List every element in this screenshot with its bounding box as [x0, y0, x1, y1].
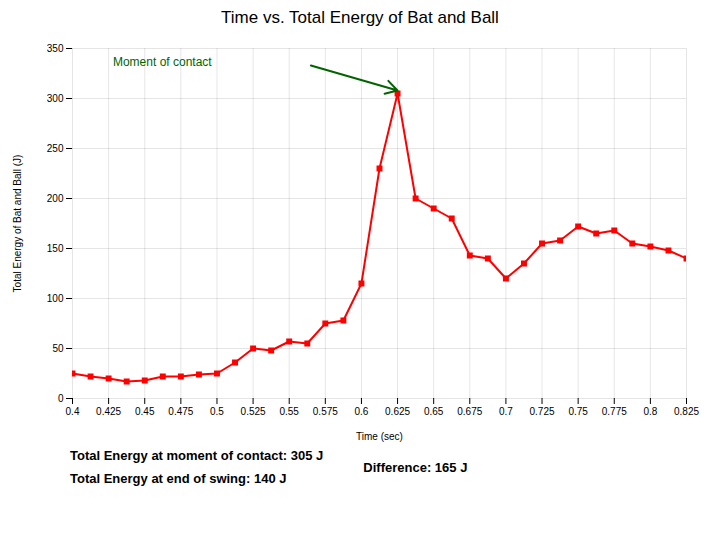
html-text:Difference: 165 J: Difference: 165 J: [363, 459, 468, 475]
html-text:Time vs. Total Energy of Bat a: Time vs. Total Energy of Bat and Ball: [221, 8, 499, 27]
svg-text:0.7: 0.7: [499, 406, 513, 417]
svg-text:0.825: 0.825: [674, 406, 699, 417]
svg-text:50: 50: [52, 343, 64, 354]
html-text:Total Energy at end of swing:: Total Energy at end of swing: 140 J: [70, 471, 287, 486]
svg-text:0: 0: [58, 393, 64, 404]
svg-text:Time (sec): Time (sec): [356, 431, 403, 442]
svg-text:0.725: 0.725: [530, 406, 555, 417]
svg-text:250: 250: [47, 143, 64, 154]
svg-text:300: 300: [47, 93, 64, 104]
svg-text:0.675: 0.675: [457, 406, 482, 417]
svg-text:0.525: 0.525: [241, 406, 266, 417]
html-text:Total Energy at moment of cont: Total Energy at moment of contact: 305 J: [70, 448, 324, 463]
svg-text:0.55: 0.55: [279, 406, 299, 417]
svg-text:Moment of contact: Moment of contact: [113, 55, 212, 69]
svg-text:100: 100: [47, 293, 64, 304]
svg-text:200: 200: [47, 193, 64, 204]
svg-text:Total Energy of Bat and Ball (: Total Energy of Bat and Ball (J): [12, 155, 23, 293]
svg-text:0.5: 0.5: [210, 406, 224, 417]
svg-text:0.4: 0.4: [66, 406, 80, 417]
svg-text:0.45: 0.45: [135, 406, 155, 417]
svg-text:0.475: 0.475: [168, 406, 193, 417]
svg-text:350: 350: [47, 43, 64, 54]
svg-text:0.75: 0.75: [568, 406, 588, 417]
svg-text:0.625: 0.625: [385, 406, 410, 417]
svg-text:0.6: 0.6: [354, 406, 368, 417]
svg-text:0.575: 0.575: [313, 406, 338, 417]
svg-text:0.65: 0.65: [424, 406, 444, 417]
svg-text:0.425: 0.425: [96, 406, 121, 417]
svg-text:150: 150: [47, 243, 64, 254]
svg-text:0.775: 0.775: [602, 406, 627, 417]
svg-text:0.8: 0.8: [643, 406, 657, 417]
